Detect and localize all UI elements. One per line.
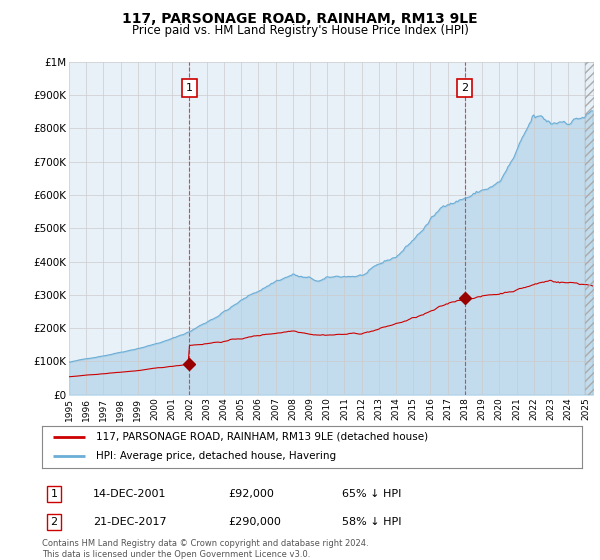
Text: 1: 1 <box>50 489 58 499</box>
Text: 2: 2 <box>461 83 469 94</box>
Text: 14-DEC-2001: 14-DEC-2001 <box>93 489 167 499</box>
Text: Price paid vs. HM Land Registry's House Price Index (HPI): Price paid vs. HM Land Registry's House … <box>131 24 469 36</box>
Text: £92,000: £92,000 <box>228 489 274 499</box>
Text: 58% ↓ HPI: 58% ↓ HPI <box>342 517 401 527</box>
Text: Contains HM Land Registry data © Crown copyright and database right 2024.
This d: Contains HM Land Registry data © Crown c… <box>42 539 368 559</box>
Text: 2: 2 <box>50 517 58 527</box>
Text: 117, PARSONAGE ROAD, RAINHAM, RM13 9LE: 117, PARSONAGE ROAD, RAINHAM, RM13 9LE <box>122 12 478 26</box>
Text: 117, PARSONAGE ROAD, RAINHAM, RM13 9LE (detached house): 117, PARSONAGE ROAD, RAINHAM, RM13 9LE (… <box>96 432 428 442</box>
Text: 1: 1 <box>186 83 193 94</box>
Text: 65% ↓ HPI: 65% ↓ HPI <box>342 489 401 499</box>
Text: HPI: Average price, detached house, Havering: HPI: Average price, detached house, Have… <box>96 451 336 461</box>
Text: 21-DEC-2017: 21-DEC-2017 <box>93 517 167 527</box>
Text: £290,000: £290,000 <box>228 517 281 527</box>
